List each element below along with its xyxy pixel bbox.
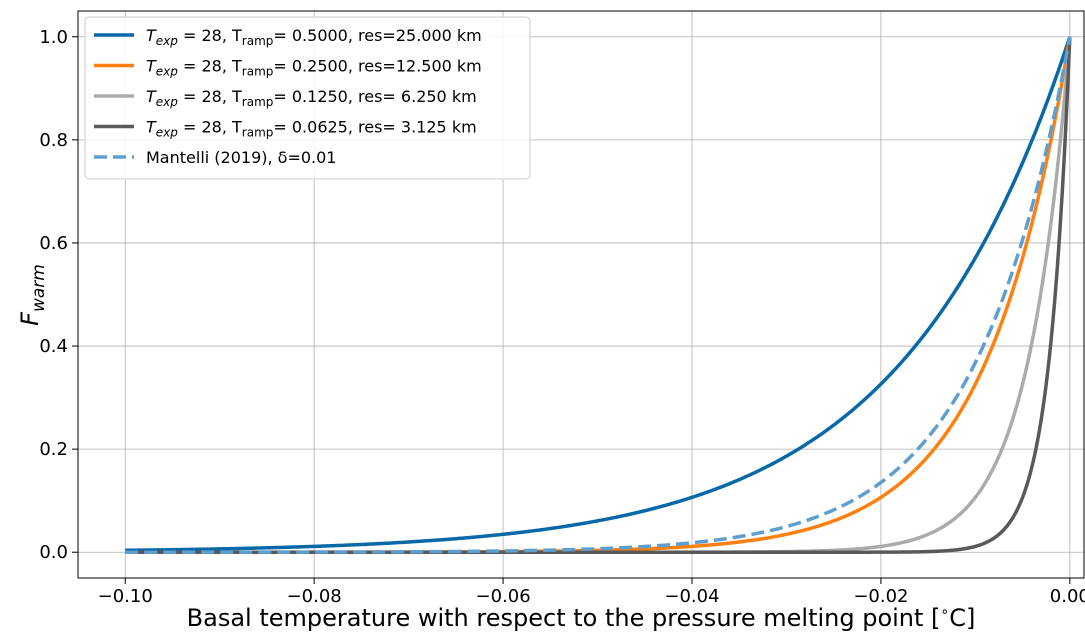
y-tick-label: 0.0 xyxy=(39,542,68,563)
plot-frame xyxy=(77,10,1085,579)
legend-box xyxy=(84,16,531,180)
legend-label-5: Mantelli (2019), δ=0.01 xyxy=(146,148,336,167)
legend: Texp = 28, Tramp= 0.5000, res=25.000 km T… xyxy=(84,16,531,180)
x-tick-label: −0.08 xyxy=(287,586,342,607)
x-tick-label: −0.02 xyxy=(853,586,908,607)
x-tick-label: −0.04 xyxy=(664,586,719,607)
x-tick-label: −0.10 xyxy=(98,586,153,607)
legend-label-2: Texp = 28, Tramp= 0.2500, res=12.500 km xyxy=(146,57,482,79)
series-line-5 xyxy=(125,36,1072,554)
series-line-1 xyxy=(125,36,1072,553)
y-tick-label: 0.6 xyxy=(39,233,68,254)
x-axis-label: Basal temperature with respect to the pr… xyxy=(187,604,976,632)
y-tick-label: 1.0 xyxy=(39,27,68,48)
x-tick-label: −0.06 xyxy=(475,586,530,607)
ticks: −0.10 −0.08 −0.06 −0.04 −0.02 0.00 0.0 0.2 0.4 0.… xyxy=(39,27,1085,607)
legend-label-4: Texp = 28, Tramp= 0.0625, res= 3.125 km xyxy=(146,118,477,140)
legend-label-1: Texp = 28, Tramp= 0.5000, res=25.000 km xyxy=(146,26,482,48)
y-tick-label: 0.8 xyxy=(39,130,68,151)
x-tick-label: 0.00 xyxy=(1050,586,1085,607)
y-tick-label: 0.4 xyxy=(39,336,68,357)
series-layer xyxy=(125,36,1072,554)
y-axis-label: Fwarm xyxy=(16,264,49,326)
y-tick-label: 0.2 xyxy=(39,439,68,460)
legend-label-3: Texp = 28, Tramp= 0.1250, res= 6.250 km xyxy=(146,87,477,109)
